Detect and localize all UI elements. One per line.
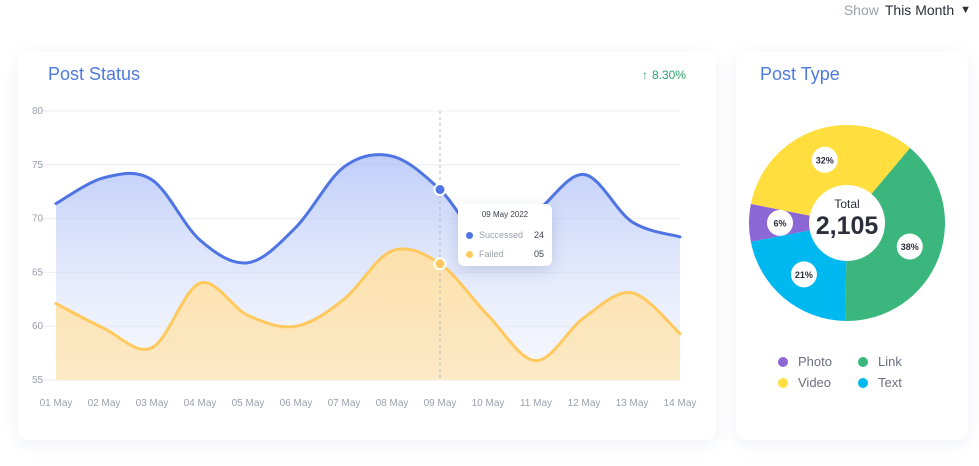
total-label: Total (834, 197, 859, 211)
post-status-title: Post Status (48, 64, 141, 84)
show-value[interactable]: This Month (884, 2, 955, 18)
failed-dot-icon (466, 250, 473, 258)
y-tick-label: 70 (32, 214, 44, 225)
slice-label-badge (811, 146, 838, 173)
y-tick-label: 65 (32, 267, 44, 278)
legend-label: Text (878, 375, 902, 390)
caret-down-icon[interactable]: ▼ (960, 4, 971, 16)
y-tick-label: 55 (32, 375, 44, 386)
x-tick-label: 09 May (424, 398, 457, 409)
slice-label-badge (896, 233, 923, 260)
slice-label-link: 38% (901, 242, 919, 252)
x-tick-label: 14 May (664, 398, 697, 409)
chart-tooltip: 09 May 2022 Successed 24 Failed 05 (458, 204, 552, 266)
x-tick-label: 03 May (136, 398, 169, 409)
tooltip-label: Failed (479, 249, 504, 259)
x-tick-label: 13 May (616, 398, 649, 409)
point-failed[interactable] (433, 257, 447, 271)
show-label: Show (843, 2, 879, 18)
x-tick-label: 12 May (568, 398, 601, 409)
arrow-up-icon: ↑ (641, 68, 648, 82)
tooltip-row-failed: Failed 05 (466, 249, 544, 259)
legend-item-photo[interactable]: Photo (778, 354, 858, 369)
change-badge: ↑ 8.30% (642, 68, 686, 82)
post-type-title: Post Type (760, 64, 840, 84)
video-dot-icon (778, 377, 788, 388)
post-status-chart: 55 60 65 70 75 80 01 May 02 May 03 May 04 May 05 … (32, 106, 697, 409)
legend-item-link[interactable]: Link (858, 354, 938, 369)
slice-label-badge (790, 261, 817, 288)
x-tick-label: 06 May (280, 398, 313, 409)
pie-center (809, 185, 885, 261)
legend-label: Link (878, 354, 902, 369)
x-tick-label: 05 May (232, 398, 265, 409)
legend-label: Video (798, 375, 832, 390)
tooltip-value: 24 (533, 230, 544, 240)
legend-item-video[interactable]: Video (778, 375, 858, 390)
y-tick-label: 75 (32, 160, 44, 171)
tooltip-date: 09 May 2022 (481, 210, 529, 219)
slice-label-photo: 6% (773, 218, 786, 228)
x-tick-label: 04 May (184, 398, 217, 409)
legend-item-text[interactable]: Text (858, 375, 938, 390)
x-tick-label: 08 May (376, 398, 409, 409)
line-successed (54, 153, 682, 265)
y-tick-label: 80 (32, 106, 44, 117)
pie-slice-video[interactable] (750, 124, 910, 223)
x-tick-label: 02 May (88, 398, 121, 409)
post-status-card: Post Status ↑ 8.30% 55 60 65 70 75 80 01 May 0… (18, 52, 716, 440)
x-tick-label: 01 May (40, 398, 73, 409)
point-successed[interactable] (433, 183, 447, 197)
x-tick-label: 11 May (520, 398, 552, 409)
tooltip-row-successed: Successed 24 (466, 230, 544, 240)
show-filter[interactable]: Show This Month ▼ (844, 2, 971, 18)
slice-label-video: 32% (816, 155, 834, 165)
y-tick-label: 60 (32, 321, 44, 332)
successed-dot-icon (466, 231, 473, 239)
pie-legend: Photo Link Video Text (778, 354, 958, 390)
link-dot-icon (858, 356, 868, 367)
area-failed (56, 248, 680, 380)
text-dot-icon (858, 377, 868, 388)
post-type-card: Post Type 38% 21% 6% 32% Total 2,105 Photo … (736, 52, 968, 440)
x-tick-label: 10 May (472, 398, 505, 409)
tooltip-label: Successed (479, 230, 524, 240)
tooltip-value: 05 (533, 249, 544, 259)
total-value: 2,105 (816, 212, 879, 240)
photo-dot-icon (778, 356, 788, 367)
line-failed (54, 247, 682, 363)
post-type-chart: 38% 21% 6% 32% Total 2,105 (749, 124, 945, 321)
pie-slice-link[interactable] (845, 147, 945, 321)
x-tick-label: 07 May (328, 398, 361, 409)
change-value: 8.30% (651, 68, 686, 82)
legend-label: Photo (798, 354, 832, 369)
slice-label-badge (767, 209, 794, 236)
slice-label-text: 21% (795, 270, 813, 280)
